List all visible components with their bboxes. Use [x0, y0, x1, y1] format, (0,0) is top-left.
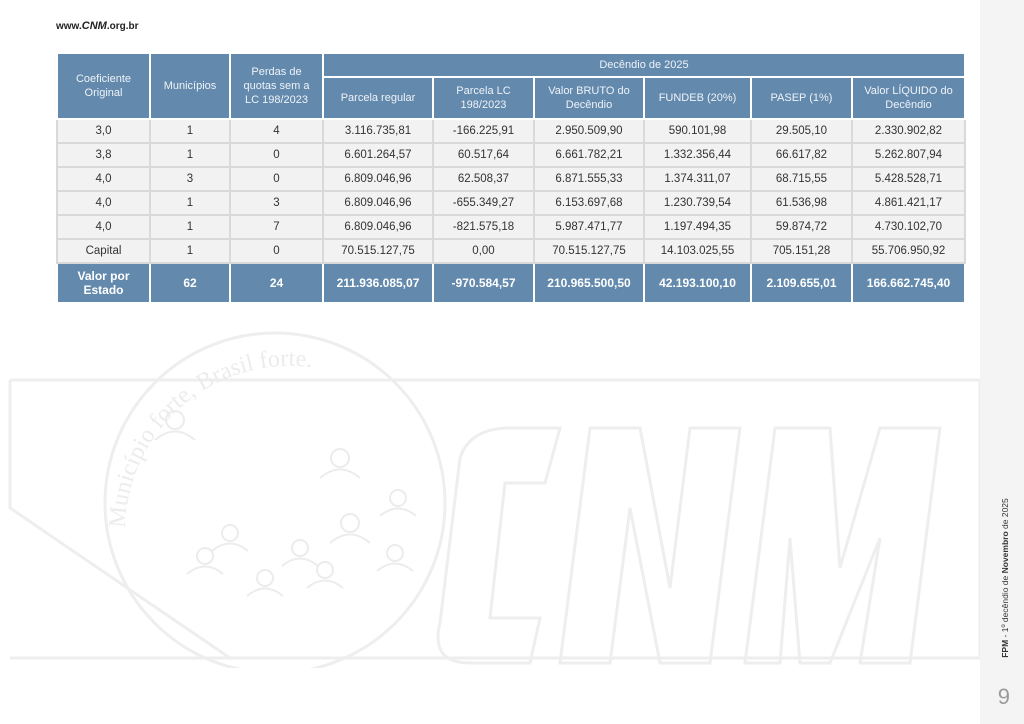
- table-row: 4,0 3 0 6.809.046,96 62.508,37 6.871.555,33 1.…: [56, 166, 967, 192]
- table-cell: 6.809.046,96: [322, 166, 434, 192]
- table-cell: 6.809.046,96: [322, 214, 434, 240]
- table-cell: -166.225,91: [432, 118, 535, 144]
- table-cell: 66.617,82: [750, 142, 853, 168]
- total-cell: 42.193.100,10: [643, 262, 752, 304]
- table-cell: 5.428.528,71: [850, 166, 967, 192]
- total-cell: 166.662.745,40: [850, 262, 967, 304]
- table-cell: 62.508,37: [432, 166, 535, 192]
- table-cell: -655.349,27: [432, 190, 535, 216]
- total-cell: 24: [229, 262, 324, 304]
- table-row: Capital 1 0 70.515.127,75 0,00 70.515.127,75 1…: [56, 238, 967, 264]
- table-cell: 3: [229, 190, 324, 216]
- total-cell: 211.936.085,07: [322, 262, 434, 304]
- table-cell: 1.197.494,35: [643, 214, 752, 240]
- table-cell: 2.330.902,82: [850, 118, 967, 144]
- table-cell: 6.601.264,57: [322, 142, 434, 168]
- total-cell: -970.584,57: [432, 262, 535, 304]
- table-cell: 1.230.739,54: [643, 190, 752, 216]
- fpm-table: Coeficiente Original Municípios Perdas d…: [56, 52, 967, 304]
- header-valor-bruto: Valor BRUTO do Decêndio: [533, 76, 645, 120]
- table-cell: 55.706.950,92: [850, 238, 967, 264]
- header-parcela-lc: Parcela LC 198/2023: [432, 76, 535, 120]
- site-url-brand: CNM: [81, 20, 107, 32]
- table-cell: 1.332.356,44: [643, 142, 752, 168]
- table-cell: 1.374.311,07: [643, 166, 752, 192]
- table-cell: 14.103.025,55: [643, 238, 752, 264]
- table-cell: 5.262.807,94: [850, 142, 967, 168]
- table-cell: 6.153.697,68: [533, 190, 645, 216]
- total-cell: Valor por Estado: [56, 262, 151, 304]
- table-cell: 4: [229, 118, 324, 144]
- table-row: 4,0 1 3 6.809.046,96 -655.349,27 6.153.697,68…: [56, 190, 967, 216]
- header-pasep: PASEP (1%): [750, 76, 853, 120]
- page-edge: [980, 0, 1024, 724]
- table-cell: 4.730.102,70: [850, 214, 967, 240]
- table-row: 3,8 1 0 6.601.264,57 60.517,64 6.661.782,21 1.…: [56, 142, 967, 168]
- table-cell: Capital: [56, 238, 151, 264]
- table-cell: 70.515.127,75: [533, 238, 645, 264]
- watermark-slogan: Município forte, Brasil forte.: [105, 346, 314, 529]
- table-cell: 29.505,10: [750, 118, 853, 144]
- total-row: Valor por Estado 62 24 211.936.085,07 -970.5…: [56, 262, 967, 304]
- table-cell: 5.987.471,77: [533, 214, 645, 240]
- total-cell: 2.109.655,01: [750, 262, 853, 304]
- header-valor-liquido: Valor LÍQUIDO do Decêndio: [850, 76, 967, 120]
- table-cell: 1: [149, 142, 231, 168]
- table-cell: 0: [229, 142, 324, 168]
- header-municipios: Municípios: [149, 52, 231, 120]
- table-cell: 6.661.782,21: [533, 142, 645, 168]
- header-parcela-regular: Parcela regular: [322, 76, 434, 120]
- side-caption: FPM - 1º decêndio de Novembro de 2025: [1000, 498, 1010, 658]
- table-cell: 0: [229, 238, 324, 264]
- header-decendio: Decêndio de 2025: [321, 52, 967, 78]
- header-fundeb: FUNDEB (20%): [643, 76, 752, 120]
- table-cell: 1: [149, 214, 231, 240]
- table-cell: 70.515.127,75: [322, 238, 434, 264]
- table-cell: 0: [229, 166, 324, 192]
- site-url[interactable]: www.CNM.org.br: [56, 20, 139, 32]
- table-cell: 3.116.735,81: [322, 118, 434, 144]
- table-cell: 4,0: [56, 214, 151, 240]
- table-cell: 6.871.555,33: [533, 166, 645, 192]
- table-cell: 4.861.421,17: [850, 190, 967, 216]
- table-cell: 7: [229, 214, 324, 240]
- table-cell: 60.517,64: [432, 142, 535, 168]
- header-perdas: Perdas de quotas sem a LC 198/2023: [229, 52, 324, 120]
- table-cell: 68.715,55: [750, 166, 853, 192]
- table-cell: 590.101,98: [643, 118, 752, 144]
- table-row: 4,0 1 7 6.809.046,96 -821.575,18 5.987.471,77…: [56, 214, 967, 240]
- total-cell: 210.965.500,50: [533, 262, 645, 304]
- table-cell: 1: [149, 118, 231, 144]
- cnm-watermark-logo: Município forte, Brasil forte.: [8, 331, 980, 668]
- table-cell: 4,0: [56, 166, 151, 192]
- table-cell: 4,0: [56, 190, 151, 216]
- total-cell: 62: [149, 262, 231, 304]
- table-cell: 3,0: [56, 118, 151, 144]
- page-number: 9: [997, 684, 1010, 709]
- table-cell: 2.950.509,90: [533, 118, 645, 144]
- table-row: 3,0 1 4 3.116.735,81 -166.225,91 2.950.509,90…: [56, 118, 967, 144]
- table-cell: 6.809.046,96: [322, 190, 434, 216]
- table-cell: 3,8: [56, 142, 151, 168]
- table-cell: 705.151,28: [750, 238, 853, 264]
- table-cell: 0,00: [432, 238, 535, 264]
- table-cell: -821.575,18: [432, 214, 535, 240]
- table-cell: 1: [149, 190, 231, 216]
- table-cell: 1: [149, 238, 231, 264]
- header-coeficiente: Coeficiente Original: [56, 52, 151, 120]
- table-cell: 3: [149, 166, 231, 192]
- table-cell: 61.536,98: [750, 190, 853, 216]
- table-cell: 59.874,72: [750, 214, 853, 240]
